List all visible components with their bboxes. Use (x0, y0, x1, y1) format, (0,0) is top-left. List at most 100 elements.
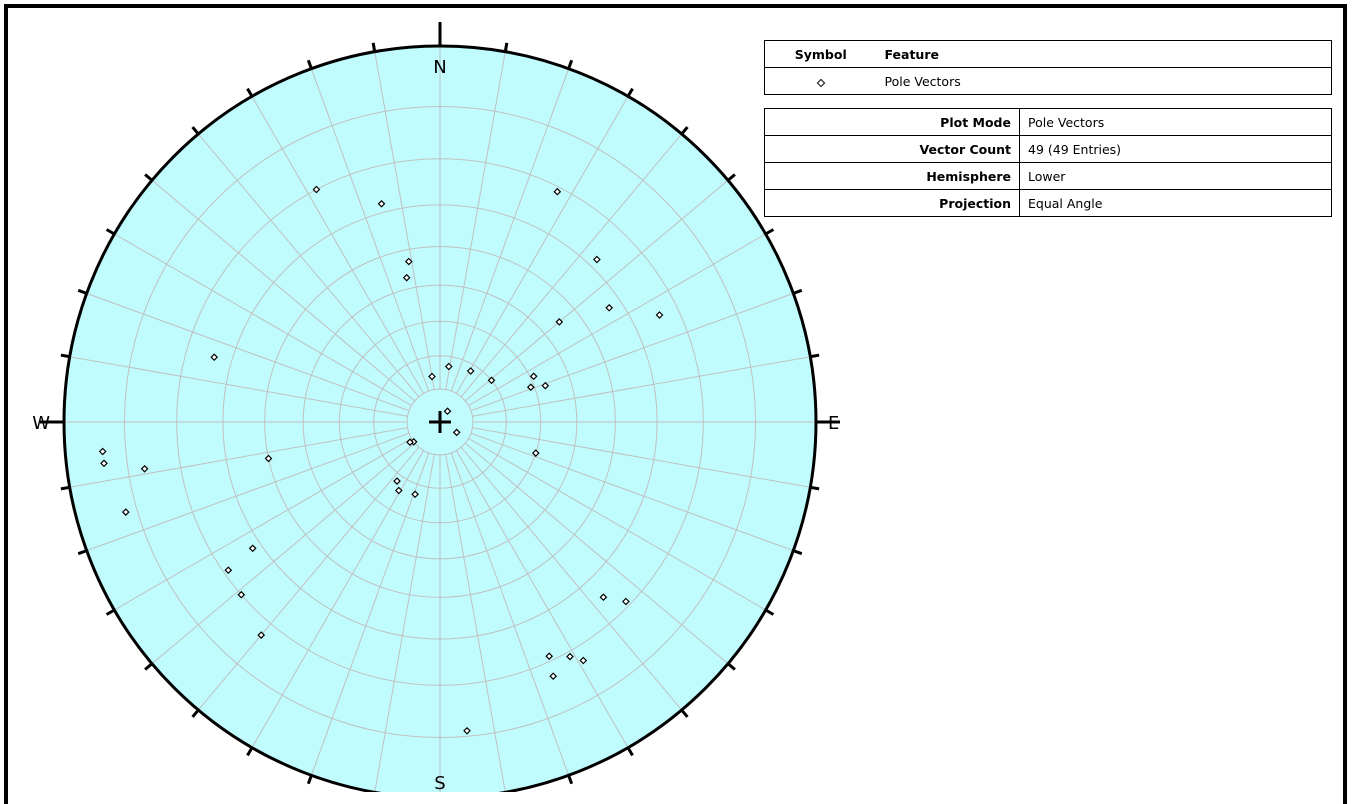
compass-west-label: W (32, 413, 50, 434)
trend-line (464, 179, 729, 402)
trend-line (445, 51, 506, 390)
info-label: Projection (764, 189, 1020, 217)
info-row: Hemisphere Lower (764, 162, 1332, 190)
pole-point (406, 438, 414, 447)
azimuth-tick (567, 774, 574, 785)
pole-point (312, 185, 321, 194)
info-value: Pole Vectors (1019, 108, 1332, 136)
trend-line (472, 356, 811, 417)
legend-table: Symbol Feature Pole Vectors (764, 40, 1332, 95)
pole-point (404, 257, 413, 266)
trend-line (456, 450, 629, 748)
pole-point (605, 303, 614, 312)
pole-point (566, 652, 574, 661)
azimuth-tick (792, 288, 803, 295)
trend-line (468, 233, 766, 406)
pole-point (402, 273, 411, 282)
trend-line (69, 427, 408, 488)
legend-symbol-cell (764, 67, 877, 95)
polar-grid (64, 46, 816, 792)
trend-line (472, 427, 811, 488)
diamond-icon (816, 78, 825, 87)
pole-point (237, 590, 246, 599)
info-row: Projection Equal Angle (764, 189, 1332, 217)
pole-point (526, 383, 535, 392)
info-label: Hemisphere (764, 162, 1020, 190)
azimuth-tick (727, 662, 736, 671)
azimuth-tick (680, 126, 689, 135)
trend-line (374, 51, 435, 390)
pole-point (599, 593, 608, 602)
azimuth-tick (60, 485, 70, 491)
trend-line (450, 452, 570, 776)
azimuth-tick (191, 709, 200, 718)
pole-point (444, 362, 453, 371)
trend-line (251, 96, 424, 394)
pole-point (224, 566, 233, 575)
azimuth-tick (246, 746, 254, 757)
pole-point (553, 187, 562, 196)
pole-point (377, 199, 386, 208)
azimuth-tick (105, 608, 116, 616)
pole-point (529, 372, 538, 381)
pole-point (140, 464, 149, 473)
pole-point (100, 459, 108, 468)
azimuth-tick (306, 59, 313, 70)
pole-point (463, 726, 471, 735)
azimuth-tick (306, 774, 313, 785)
azimuth-tick (764, 228, 775, 236)
trend-line (460, 133, 683, 398)
info-label: Plot Mode (764, 108, 1020, 136)
azimuth-tick (144, 662, 153, 671)
trend-line (114, 233, 412, 406)
info-row: Vector Count 49 (49 Entries) (764, 135, 1332, 163)
legend-header-row: Symbol Feature (764, 40, 1332, 68)
trend-line (114, 438, 412, 611)
azimuth-tick (77, 549, 88, 556)
pole-point (98, 447, 107, 456)
azimuth-tick (626, 746, 634, 757)
pole-point (622, 597, 630, 606)
pole-point (466, 367, 475, 375)
pole-point (487, 376, 496, 385)
compass-north-label: N (433, 57, 446, 78)
azimuth-tick (680, 709, 689, 718)
azimuth-tick (144, 173, 153, 182)
info-value: Lower (1019, 162, 1332, 190)
compass-east-label: E (828, 413, 839, 434)
azimuth-tick (191, 126, 200, 135)
pole-point (655, 311, 664, 319)
azimuth-tick (77, 288, 88, 295)
legend-feature-label: Pole Vectors (876, 67, 1332, 95)
azimuth-tick (810, 485, 820, 491)
trend-line (197, 133, 420, 398)
pole-point (531, 449, 540, 457)
azimuth-tick (371, 42, 377, 52)
pole-point (593, 255, 601, 264)
pole-point (121, 508, 130, 516)
azimuth-tick (626, 87, 634, 98)
info-value: Equal Angle (1019, 189, 1332, 217)
azimuth-tick (792, 549, 803, 556)
trend-line (374, 454, 435, 792)
trend-line (464, 442, 729, 665)
azimuth-tick (727, 173, 736, 182)
trend-line (310, 68, 430, 392)
trend-line (470, 432, 794, 552)
legend-row: Pole Vectors (764, 67, 1332, 95)
azimuth-tick (810, 353, 820, 359)
pole-point (545, 652, 554, 661)
pole-point (393, 477, 401, 485)
trend-line (456, 96, 629, 394)
info-label: Vector Count (764, 135, 1020, 163)
trend-line (470, 292, 794, 412)
pole-point (555, 318, 564, 326)
azimuth-ticks (40, 22, 840, 785)
pole-point (248, 544, 257, 553)
azimuth-tick (105, 228, 116, 236)
pole-point (549, 672, 558, 681)
trend-line (251, 450, 424, 748)
pole-point (210, 353, 219, 362)
azimuth-tick (246, 87, 254, 98)
trend-line (310, 452, 430, 776)
